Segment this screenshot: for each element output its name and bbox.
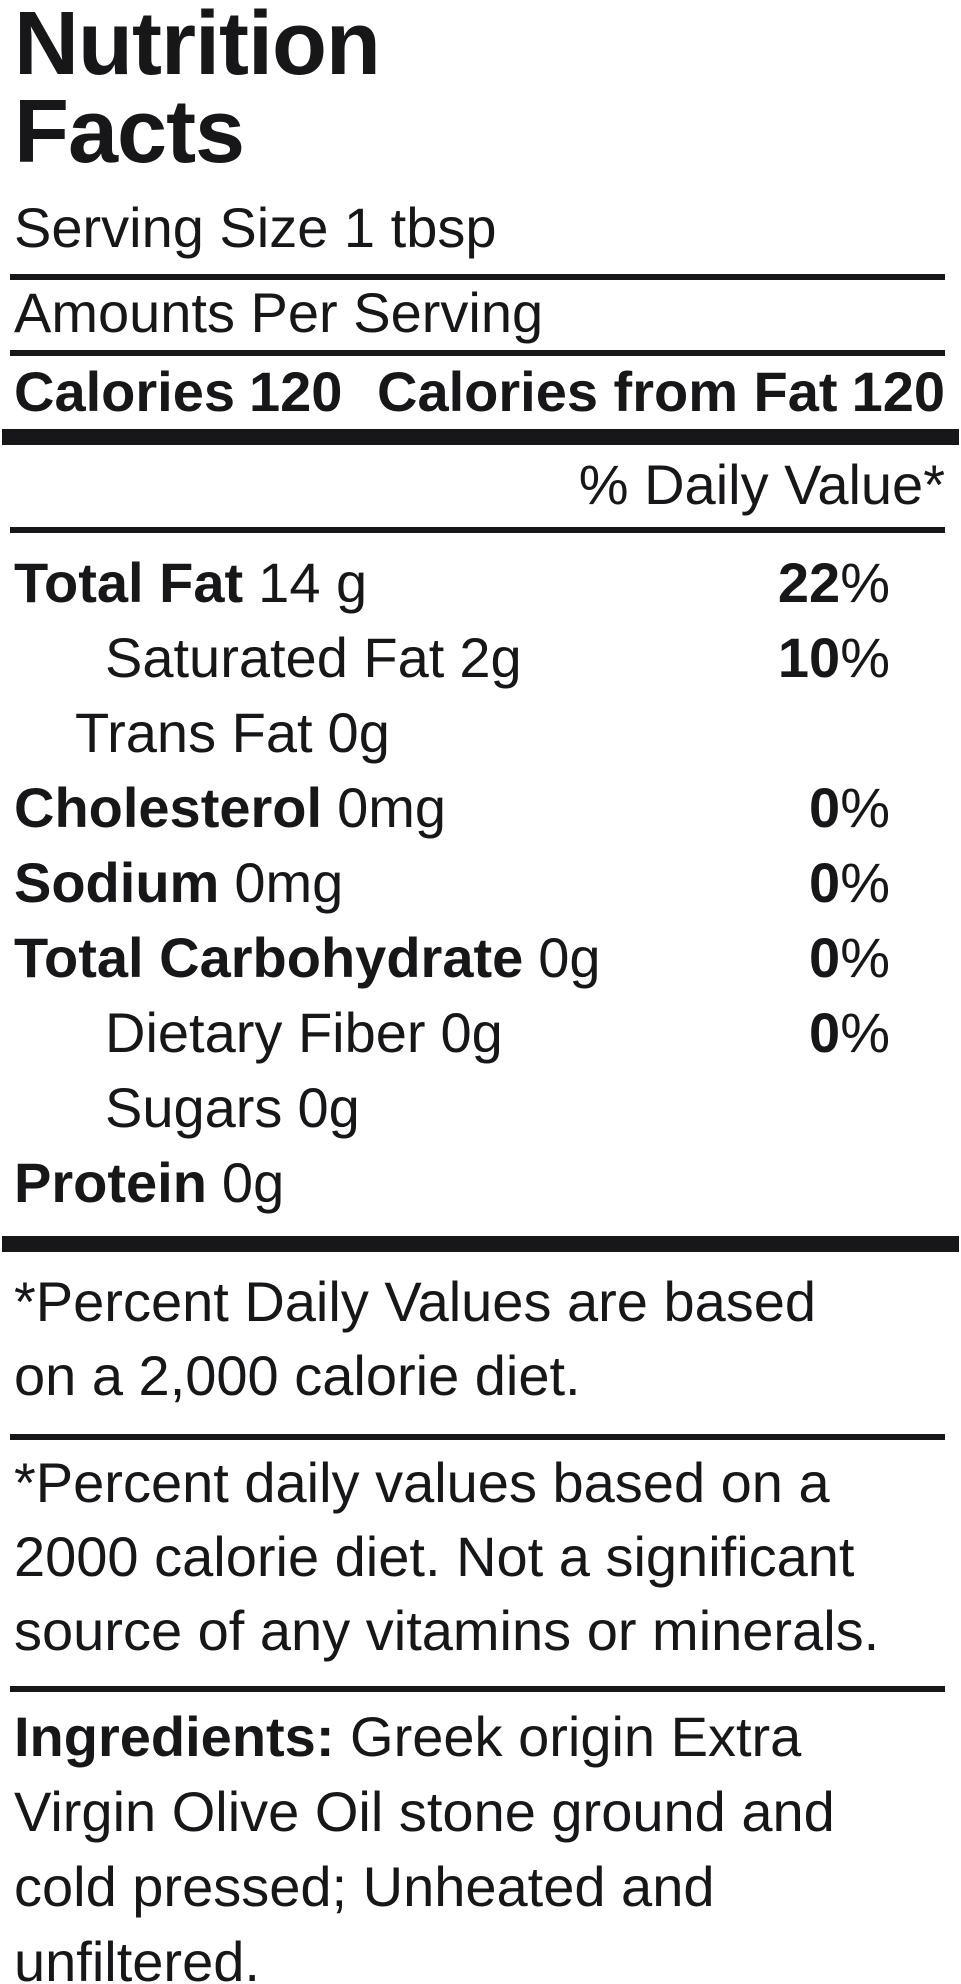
label-title: Nutrition Facts xyxy=(14,0,945,182)
nutrient-label: Dietary Fiber xyxy=(105,1001,426,1064)
nutrient-row-protein: Protein 0g xyxy=(14,1145,945,1220)
calories-from-fat: Calories from Fat 120 xyxy=(377,361,945,423)
nutrient-label: Trans Fat xyxy=(75,701,313,764)
label-title-line1: Nutrition xyxy=(14,0,381,94)
nutrient-row-dietary-fiber: Dietary Fiber 0g 0% xyxy=(14,995,945,1070)
nutrient-row-sodium: Sodium 0mg 0% xyxy=(14,845,945,920)
ingredients-section: Ingredients: Greek origin Extra Virgin O… xyxy=(14,1699,945,1984)
calories-from-fat-value: 120 xyxy=(851,360,945,423)
divider-thick xyxy=(2,1236,959,1252)
divider-thin xyxy=(10,274,945,280)
calories-row: Calories 120 Calories from Fat 120 xyxy=(14,361,945,423)
nutrient-amount: 0g xyxy=(327,701,390,764)
footnote-line: *Percent Daily Values are based xyxy=(14,1270,817,1333)
footnote-line: on a 2,000 calorie diet. xyxy=(14,1344,581,1407)
nutrient-row-total-carbohydrate: Total Carbohydrate 0g 0% xyxy=(14,920,945,995)
nutrient-row-total-fat: Total Fat 14 g 22% xyxy=(14,545,945,620)
nutrient-rows: Total Fat 14 g 22% Saturated Fat 2g 10% Tr… xyxy=(14,545,945,1220)
ingredients-line: Ingredients: Greek origin Extra xyxy=(14,1705,802,1768)
nutrient-label: Cholesterol xyxy=(14,776,323,839)
footnote-line: 2000 calorie diet. Not a significant xyxy=(14,1525,855,1588)
footnote-line: *Percent daily values based on a xyxy=(14,1451,830,1514)
calories-from-fat-label: Calories from Fat xyxy=(377,360,838,423)
nutrient-amount: 0g xyxy=(538,926,601,989)
nutrient-amount: 0g xyxy=(297,1076,360,1139)
footnote-vitamins-minerals: *Percent daily values based on a 2000 ca… xyxy=(14,1446,945,1668)
nutrient-label: Sugars xyxy=(105,1076,283,1139)
calories-label: Calories xyxy=(14,360,235,423)
ingredients-line: Virgin Olive Oil stone ground and xyxy=(14,1780,835,1843)
nutrient-label: Total Fat xyxy=(14,551,244,614)
nutrient-row-sugars: Sugars 0g xyxy=(14,1070,945,1145)
label-title-line2: Facts xyxy=(14,82,245,182)
nutrient-daily-value: 0% xyxy=(809,776,890,839)
nutrient-amount: 0g xyxy=(221,1151,285,1214)
divider-thin xyxy=(10,1686,945,1692)
nutrient-label: Total Carbohydrate xyxy=(14,926,524,989)
nutrient-row-saturated-fat: Saturated Fat 2g 10% xyxy=(14,620,945,695)
nutrient-label: Sodium xyxy=(14,851,220,914)
calories-value: 120 xyxy=(249,360,343,423)
nutrient-daily-value: 0% xyxy=(809,851,890,914)
amounts-per-serving: Amounts Per Serving xyxy=(14,281,544,344)
daily-value-header: % Daily Value* xyxy=(578,453,945,516)
divider-thin xyxy=(10,1434,945,1440)
nutrient-amount: 2g xyxy=(459,626,522,689)
nutrient-daily-value: 0% xyxy=(809,926,890,989)
ingredients-line: cold pressed; Unheated and xyxy=(14,1855,715,1918)
nutrient-daily-value: 10% xyxy=(777,626,890,689)
nutrient-amount: 0mg xyxy=(234,851,344,914)
nutrient-row-cholesterol: Cholesterol 0mg 0% xyxy=(14,770,945,845)
serving-size: Serving Size 1 tbsp xyxy=(14,196,497,259)
ingredients-label: Ingredients: xyxy=(14,1705,335,1768)
nutrient-daily-value: 0% xyxy=(809,1001,890,1064)
footnote-daily-values: *Percent Daily Values are based on a 2,0… xyxy=(14,1265,945,1413)
footnote-line: source of any vitamins or minerals. xyxy=(14,1599,880,1662)
nutrient-label: Saturated Fat xyxy=(105,626,445,689)
nutrient-row-trans-fat: Trans Fat 0g xyxy=(14,695,945,770)
nutrient-label: Protein xyxy=(14,1151,207,1214)
nutrient-daily-value: 22% xyxy=(777,551,890,614)
divider-thick xyxy=(2,429,959,445)
calories: Calories 120 xyxy=(14,361,342,423)
nutrient-amount: 0mg xyxy=(337,776,446,839)
nutrient-amount: 0g xyxy=(440,1001,503,1064)
nutrient-amount: 14 g xyxy=(258,551,368,614)
divider-thin xyxy=(10,350,945,356)
divider-thin xyxy=(10,527,945,533)
ingredients-line: unfiltered. xyxy=(14,1930,260,1984)
